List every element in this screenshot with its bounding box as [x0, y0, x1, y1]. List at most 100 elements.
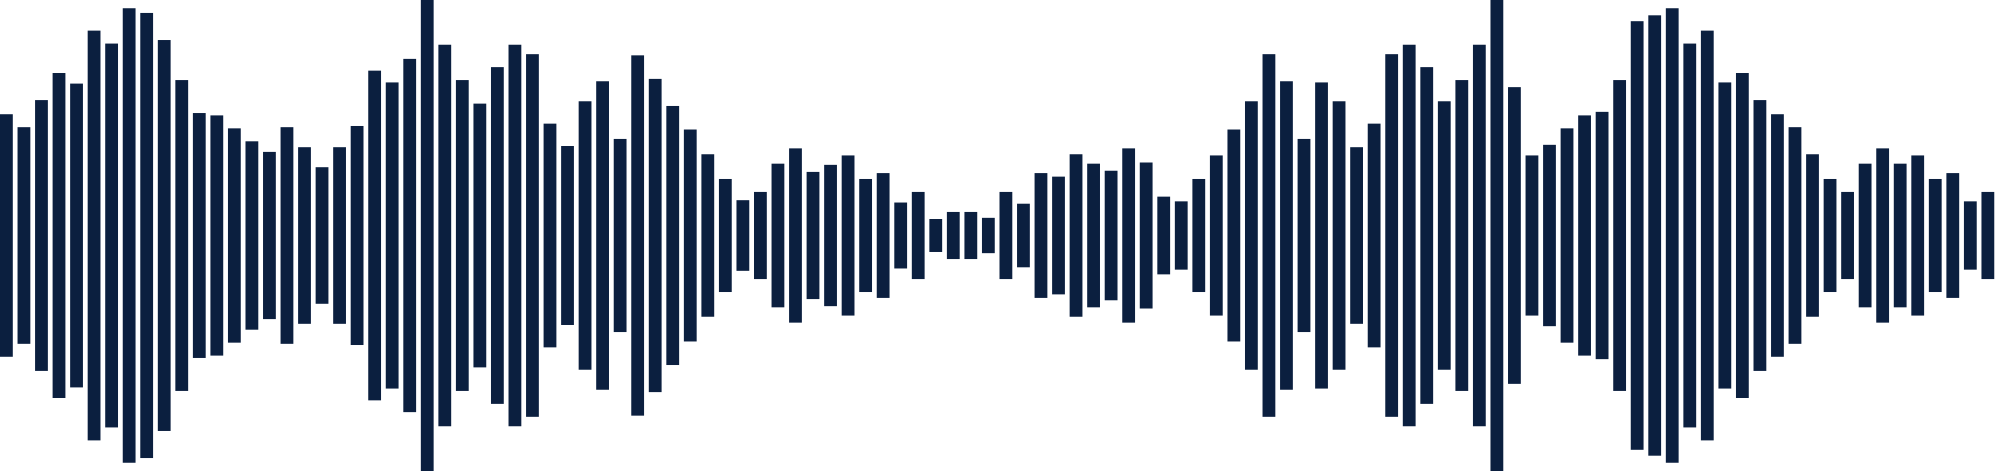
waveform-bar: [122, 8, 136, 463]
waveform-bar: [1648, 15, 1662, 456]
waveform-bar: [648, 78, 662, 393]
waveform-bar: [0, 114, 13, 357]
waveform-bar: [1508, 87, 1521, 384]
waveform-bar: [1367, 123, 1381, 348]
waveform-bar: [1595, 111, 1609, 360]
waveform-bar: [1963, 201, 1977, 270]
waveform-bar: [701, 154, 715, 317]
waveform-bar: [613, 138, 627, 333]
waveform-bar: [1946, 173, 1960, 298]
waveform-bar: [1385, 54, 1399, 417]
waveform-bar: [87, 30, 101, 441]
waveform-bar: [1034, 173, 1048, 298]
waveform-bar: [1332, 101, 1346, 370]
waveform-bar: [227, 128, 241, 343]
waveform-bar: [841, 155, 855, 316]
waveform-bar: [210, 115, 224, 356]
waveform-bar: [1315, 82, 1328, 389]
waveform-bar: [789, 148, 802, 323]
waveform-bar: [1174, 201, 1188, 270]
waveform-bar: [350, 125, 364, 346]
waveform-bar: [175, 80, 189, 391]
waveform-bar: [543, 123, 557, 348]
waveform-bar: [561, 146, 574, 325]
waveform-bar: [455, 80, 469, 391]
waveform-bar: [596, 81, 609, 390]
waveform-bar: [1157, 196, 1171, 275]
waveform-bar: [1543, 144, 1556, 327]
waveform-bar: [1613, 80, 1627, 391]
waveform-bar: [35, 100, 48, 371]
waveform-bar: [754, 191, 767, 280]
waveform-bar: [1911, 155, 1925, 316]
waveform-bar: [157, 40, 171, 431]
waveform-bar: [1262, 54, 1276, 417]
waveform-bar: [52, 73, 66, 398]
waveform-bar: [70, 83, 83, 388]
waveform-bar: [1280, 81, 1293, 390]
waveform-bar: [490, 67, 504, 404]
waveform-bar: [718, 178, 732, 293]
waveform-bar: [1104, 170, 1118, 301]
waveform-bar: [1876, 148, 1890, 323]
waveform-bar: [736, 200, 750, 271]
waveform-bar: [1735, 73, 1749, 398]
waveform-bar: [1893, 163, 1907, 308]
waveform-bar: [473, 103, 487, 368]
waveform-bar: [1806, 154, 1819, 317]
waveform-bar: [1350, 147, 1363, 324]
waveform-bar: [1209, 155, 1223, 316]
waveform-bar: [105, 43, 119, 428]
waveform-bar: [824, 164, 837, 307]
waveform-bar: [771, 163, 785, 308]
waveform-bar: [192, 113, 206, 358]
waveform-bar: [1139, 162, 1153, 309]
waveform-bar: [1525, 155, 1539, 316]
waveform-bar: [403, 58, 417, 413]
waveform-bar: [526, 54, 539, 417]
waveform-bar: [1472, 44, 1486, 427]
waveform-bar: [1052, 176, 1065, 295]
waveform-bar: [894, 202, 908, 269]
waveform-bar: [1420, 67, 1434, 404]
waveform-bar: [999, 191, 1013, 280]
waveform-bar: [1402, 44, 1416, 427]
waveform-bar: [438, 44, 452, 427]
waveform-bar: [1753, 100, 1767, 371]
waveform-bar: [806, 171, 820, 300]
waveform-bar: [876, 173, 890, 298]
waveform-bar: [578, 101, 592, 370]
waveform-bar: [17, 127, 31, 344]
waveform-bar: [1858, 163, 1872, 308]
waveform-bar: [1771, 114, 1784, 357]
waveform-bar: [666, 105, 680, 366]
waveform-bar: [140, 12, 154, 459]
waveform-bar: [1455, 80, 1469, 391]
waveform-bar: [315, 167, 329, 304]
waveform-bar: [420, 0, 434, 471]
waveform-bar: [859, 178, 873, 293]
waveform-bar: [1437, 101, 1451, 370]
waveform-bar: [263, 151, 276, 320]
waveform-bar: [1700, 30, 1714, 441]
waveform-bar: [964, 211, 978, 260]
waveform-bar: [1578, 115, 1591, 356]
waveform-bar: [333, 147, 346, 324]
waveform-bar: [280, 127, 294, 344]
waveform-bar: [1560, 128, 1574, 343]
waveform-bar: [1087, 163, 1100, 308]
waveform-bar: [508, 44, 522, 427]
waveform-bar: [1665, 8, 1679, 463]
waveform-bar: [981, 217, 995, 254]
waveform-bar: [929, 219, 943, 252]
waveform-bar: [1192, 178, 1206, 293]
waveform-bar: [946, 211, 960, 260]
waveform-bar: [683, 129, 697, 342]
waveform-bar: [1683, 43, 1697, 428]
waveform-bar: [1981, 191, 1995, 280]
waveform-bar: [385, 82, 399, 389]
waveform-bar: [1297, 138, 1311, 333]
waveform-bar: [1490, 0, 1504, 471]
waveform-bar: [631, 55, 645, 416]
waveform-bar: [298, 147, 311, 324]
